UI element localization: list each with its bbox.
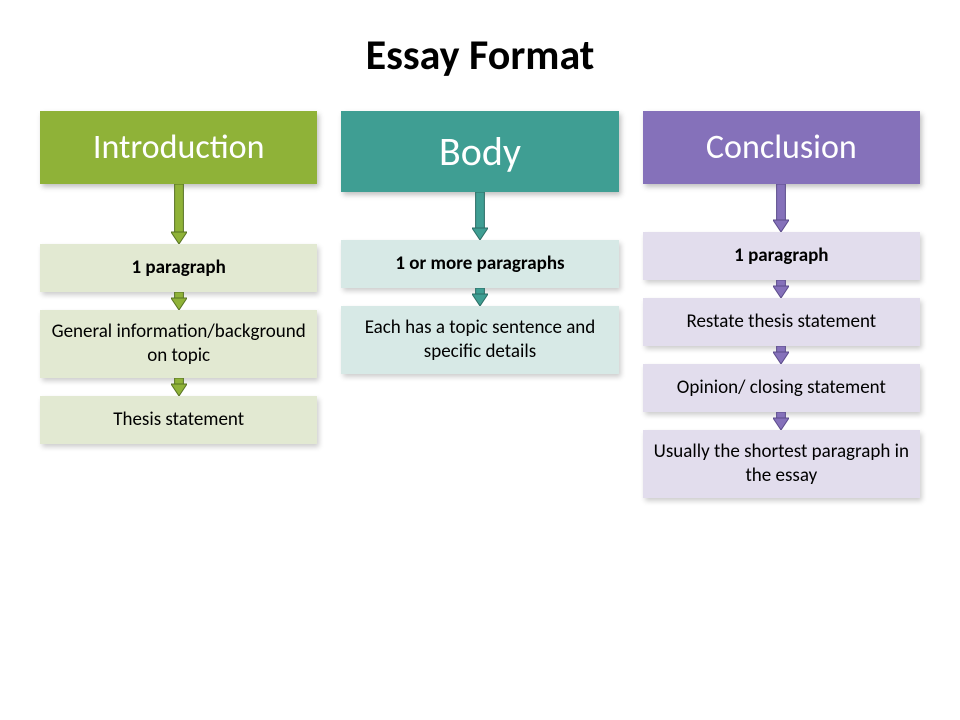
column-2: Conclusion 1 paragraph Restate thesis stat… xyxy=(643,111,920,498)
down-arrow-icon xyxy=(171,378,187,396)
column-0: Introduction 1 paragraph General informati… xyxy=(40,111,317,498)
column-item: Restate thesis statement xyxy=(643,298,920,346)
column-header: Body xyxy=(341,111,618,192)
down-arrow-icon xyxy=(171,184,187,244)
column-1: Body 1 or more paragraphs Each has a topic… xyxy=(341,111,618,498)
column-item: 1 or more paragraphs xyxy=(341,240,618,288)
column-item: Each has a topic sentence and specific d… xyxy=(341,306,618,374)
down-arrow-icon xyxy=(773,412,789,430)
down-arrow-icon xyxy=(171,292,187,310)
column-header: Introduction xyxy=(40,111,317,184)
columns-container: Introduction 1 paragraph General informati… xyxy=(40,111,920,498)
column-item: Thesis statement xyxy=(40,396,317,444)
down-arrow-icon xyxy=(472,288,488,306)
column-item: 1 paragraph xyxy=(40,244,317,292)
down-arrow-icon xyxy=(773,184,789,232)
column-item: Usually the shortest paragraph in the es… xyxy=(643,430,920,498)
down-arrow-icon xyxy=(773,280,789,298)
column-item: 1 paragraph xyxy=(643,232,920,280)
column-header: Conclusion xyxy=(643,111,920,184)
column-item: General information/background on topic xyxy=(40,310,317,378)
page-title: Essay Format xyxy=(40,30,920,81)
down-arrow-icon xyxy=(773,346,789,364)
down-arrow-icon xyxy=(472,192,488,240)
column-item: Opinion/ closing statement xyxy=(643,364,920,412)
